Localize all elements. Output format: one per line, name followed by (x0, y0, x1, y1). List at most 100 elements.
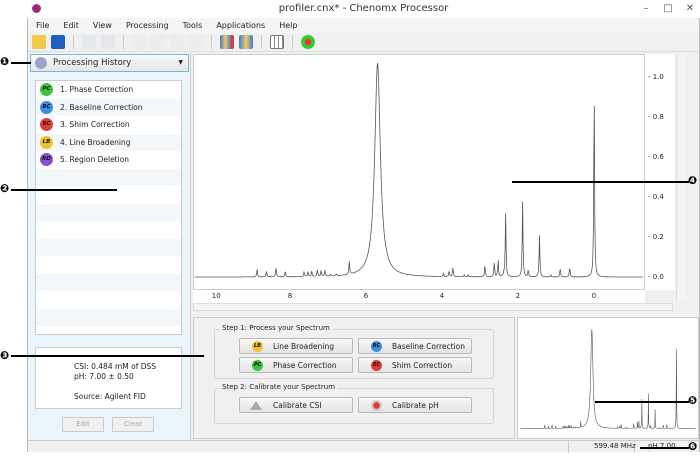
spectrum-info: CSI: 0.484 mM of DSS pH: 7.00 ± 0.50 Sou… (35, 347, 182, 409)
menu-view[interactable]: View (92, 21, 112, 30)
menu-processing[interactable]: Processing (125, 21, 169, 30)
clear-button[interactable]: Clear (112, 417, 154, 432)
spectrum-overview[interactable] (517, 317, 699, 439)
button-label: Phase Correction (273, 360, 337, 370)
view-region-icon[interactable] (239, 35, 253, 49)
lb-gear-icon: LB (40, 135, 53, 149)
callout-line (595, 401, 689, 403)
history-item-label: 5. Region Deletion (60, 155, 130, 165)
x-tick-label: 0 (591, 292, 597, 300)
open-folder-icon[interactable] (32, 35, 46, 49)
calibrate-csi-button[interactable]: Calibrate CSI (239, 397, 353, 413)
history-item[interactable]: SC 3. Shim Correction (36, 116, 181, 134)
menu-bar: File Edit View Processing Tools Applicat… (28, 18, 699, 33)
app-logo-icon (32, 4, 41, 13)
menu-help[interactable]: Help (279, 21, 298, 30)
callout-6: ❻ (688, 440, 698, 453)
history-item[interactable]: PC 1. Phase Correction (36, 81, 181, 99)
rd-gear-icon: RD (40, 153, 53, 167)
y-tick-label: - 0.8 (648, 113, 664, 121)
menu-edit[interactable]: Edit (63, 21, 79, 30)
callout-line (512, 181, 689, 183)
history-item[interactable]: BC 2. Baseline Correction (36, 98, 181, 116)
calibrate-ph-button[interactable]: Calibrate pH (358, 397, 472, 413)
y-tick-label: - 0.6 (648, 153, 664, 161)
callout-4: ❹ (688, 174, 698, 187)
y-tick-label: - 1.0 (648, 73, 664, 81)
zoom-in-icon[interactable] (151, 35, 165, 49)
history-item[interactable]: LB 4. Line Broadening (36, 133, 181, 151)
history-item-label: 2. Baseline Correction (60, 102, 143, 112)
history-item-label: 1. Phase Correction (60, 85, 134, 95)
spectrum-plot[interactable] (193, 54, 645, 290)
button-label: Calibrate CSI (273, 400, 322, 410)
edit-button[interactable]: Edit (62, 417, 104, 432)
x-axis: 10 8 6 4 2 0 (193, 290, 645, 303)
baseline-correction-button[interactable]: BC Baseline Correction (358, 338, 472, 354)
history-item-label: 4. Line Broadening (60, 137, 131, 147)
callout-2: ❷ (0, 182, 10, 195)
frequency-status: 599.48 MHz (594, 442, 636, 450)
csi-info: CSI: 0.484 mM of DSS (74, 362, 157, 371)
redo-icon[interactable] (101, 35, 115, 49)
toolbar (28, 33, 699, 52)
menu-applications[interactable]: Applications (216, 21, 266, 30)
menu-tools[interactable]: Tools (182, 21, 203, 30)
button-label: Line Broadening (273, 341, 334, 351)
history-item-label: 3. Shim Correction (60, 120, 130, 130)
ph-status: pH 7.00 (648, 442, 676, 450)
callout-line (640, 447, 689, 449)
x-tick-label: 6 (363, 292, 369, 300)
compounds-icon[interactable] (301, 35, 315, 49)
source-info: Source: Agilent FID (74, 392, 146, 401)
shim-correction-button[interactable]: SC Shim Correction (358, 357, 472, 373)
bc-gear-icon: BC (371, 340, 382, 352)
processing-history-dropdown[interactable]: Processing History ▼ (30, 54, 189, 72)
remove-region-icon[interactable] (220, 35, 234, 49)
title-bar: profiler.cnx* - Chenomx Processor (27, 0, 700, 18)
pc-gear-icon: PC (252, 359, 263, 371)
step1-label: Step 1: Process your Spectrum (219, 324, 333, 332)
callout-line (11, 189, 117, 191)
chevron-down-icon: ▼ (178, 59, 183, 66)
button-label: Calibrate pH (392, 400, 439, 410)
undo-icon[interactable] (82, 35, 96, 49)
line-broadening-button[interactable]: LB Line Broadening (239, 338, 353, 354)
zoom-icon[interactable] (132, 35, 146, 49)
zoom-out-icon[interactable] (170, 35, 184, 49)
callout-5: ❺ (688, 394, 698, 407)
y-tick-label: - 0.4 (648, 193, 664, 201)
y-tick-label: - 0.0 (648, 273, 664, 281)
gears-icon (35, 57, 47, 69)
y-tick-label: - 0.2 (648, 233, 664, 241)
menu-file[interactable]: File (36, 21, 50, 30)
save-icon[interactable] (51, 35, 65, 49)
flask-icon (371, 399, 382, 411)
status-bar: 599.48 MHz pH 7.00 (28, 440, 699, 453)
spectrum-line (520, 329, 696, 429)
phase-correction-button[interactable]: PC Phase Correction (239, 357, 353, 373)
step2-group (214, 388, 494, 424)
maximize-button[interactable]: □ (663, 3, 673, 14)
window-title: profiler.cnx* - Chenomx Processor (278, 3, 449, 14)
zoom-reset-icon[interactable] (189, 35, 203, 49)
sc-gear-icon: SC (40, 118, 53, 132)
columns-icon[interactable] (270, 35, 284, 49)
x-tick-label: 10 (211, 292, 221, 300)
toolbar-divider (261, 35, 262, 49)
button-label: Baseline Correction (392, 341, 465, 351)
prism-icon (250, 401, 262, 410)
callout-line (11, 355, 204, 357)
minimize-button[interactable]: – (643, 3, 649, 14)
close-button[interactable]: ✕ (685, 3, 695, 14)
history-item[interactable]: RD 5. Region Deletion (36, 151, 181, 169)
toolbar-divider (73, 35, 74, 49)
vertical-scrollbar[interactable] (676, 54, 686, 300)
toolbar-divider (292, 35, 293, 49)
horizontal-scrollbar[interactable] (193, 303, 673, 311)
callout-line (11, 62, 31, 64)
toolbar-divider (211, 35, 212, 49)
callout-3: ❸ (0, 349, 10, 362)
pc-gear-icon: PC (40, 83, 53, 97)
x-tick-label: 8 (287, 292, 293, 300)
